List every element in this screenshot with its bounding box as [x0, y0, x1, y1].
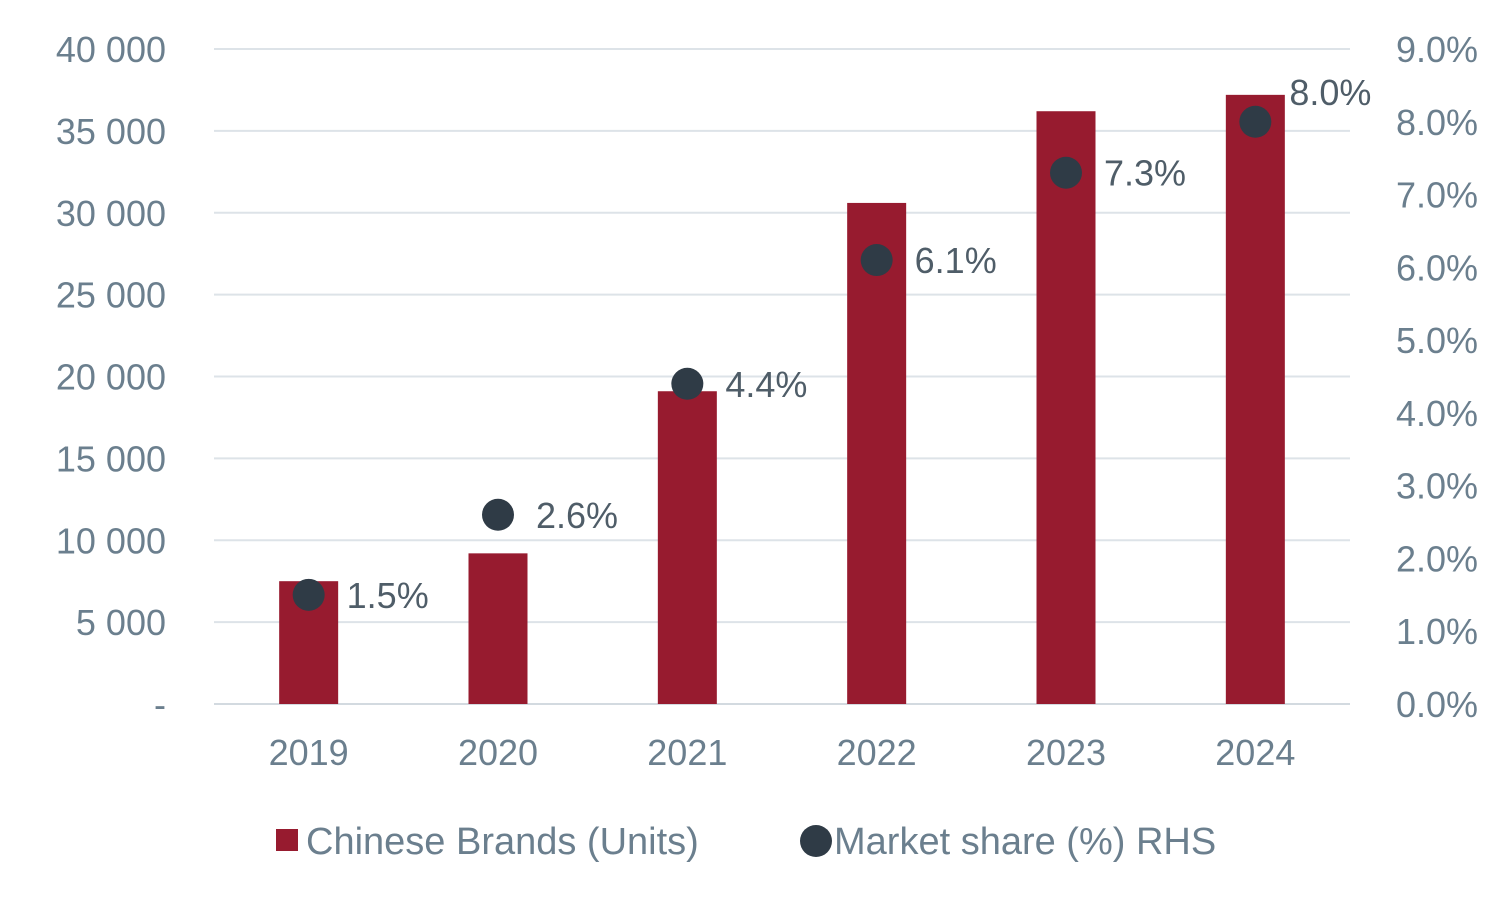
- bar: [1036, 111, 1096, 705]
- left-tick-label: 30 000: [56, 193, 166, 234]
- bar: [847, 202, 907, 705]
- marker-point: [671, 367, 704, 400]
- data-label: 2.6%: [536, 495, 618, 536]
- x-tick-label: 2021: [647, 732, 727, 773]
- x-axis: 2019 2020 2021 2022 2023 2024: [269, 732, 1296, 773]
- x-tick-label: 2020: [458, 732, 538, 773]
- legend: Chinese Brands (Units) Market share (%) …: [276, 821, 1216, 863]
- bar-series: [279, 94, 1285, 705]
- marker-point: [292, 578, 325, 611]
- x-tick-label: 2022: [837, 732, 917, 773]
- data-label: 6.1%: [915, 240, 997, 281]
- x-tick-label: 2024: [1215, 732, 1295, 773]
- left-tick-label: 15 000: [56, 438, 166, 479]
- left-axis: - 5 000 10 000 15 000 20 000 25 000 30 000 35 0…: [56, 29, 166, 725]
- left-tick-label: 5 000: [76, 602, 166, 643]
- right-tick-label: 9.0%: [1396, 29, 1478, 70]
- right-tick-label: 8.0%: [1396, 102, 1478, 143]
- data-label: 4.4%: [725, 364, 807, 405]
- legend-bar-swatch: [276, 829, 298, 851]
- right-tick-label: 3.0%: [1396, 466, 1478, 507]
- bar: [657, 391, 717, 704]
- left-tick-label: 25 000: [56, 275, 166, 316]
- right-tick-label: 2.0%: [1396, 538, 1478, 579]
- right-axis: 0.0% 1.0% 2.0% 3.0% 4.0% 5.0% 6.0% 7.0% 8.0% 9.0%: [1396, 29, 1478, 725]
- right-tick-label: 7.0%: [1396, 175, 1478, 216]
- left-tick-label: 10 000: [56, 520, 166, 561]
- right-tick-label: 0.0%: [1396, 684, 1478, 725]
- left-tick-label: -: [154, 684, 166, 725]
- marker-point: [482, 498, 514, 531]
- legend-marker-label: Market share (%) RHS: [834, 821, 1216, 863]
- data-label: 7.3%: [1104, 153, 1186, 194]
- right-tick-label: 4.0%: [1396, 393, 1478, 434]
- right-tick-label: 6.0%: [1396, 247, 1478, 288]
- data-label: 1.5%: [347, 575, 429, 616]
- marker-point: [1239, 105, 1272, 138]
- right-tick-label: 1.0%: [1396, 611, 1478, 652]
- x-tick-label: 2019: [269, 732, 349, 773]
- left-tick-label: 40 000: [56, 29, 166, 70]
- marker-series: [292, 105, 1272, 611]
- left-tick-label: 35 000: [56, 111, 166, 152]
- data-labels: 1.5% 2.6% 4.4% 6.1% 7.3% 8.0%: [347, 72, 1372, 616]
- data-label: 8.0%: [1289, 72, 1371, 113]
- right-tick-label: 5.0%: [1396, 320, 1478, 361]
- left-tick-label: 20 000: [56, 357, 166, 398]
- marker-point: [860, 244, 893, 277]
- bar: [468, 553, 528, 704]
- x-tick-label: 2023: [1026, 732, 1106, 773]
- legend-bar-label: Chinese Brands (Units): [306, 821, 699, 863]
- legend-marker-swatch: [800, 825, 832, 857]
- marker-point: [1050, 156, 1082, 189]
- bar: [1225, 94, 1285, 705]
- gridlines: [214, 48, 1350, 705]
